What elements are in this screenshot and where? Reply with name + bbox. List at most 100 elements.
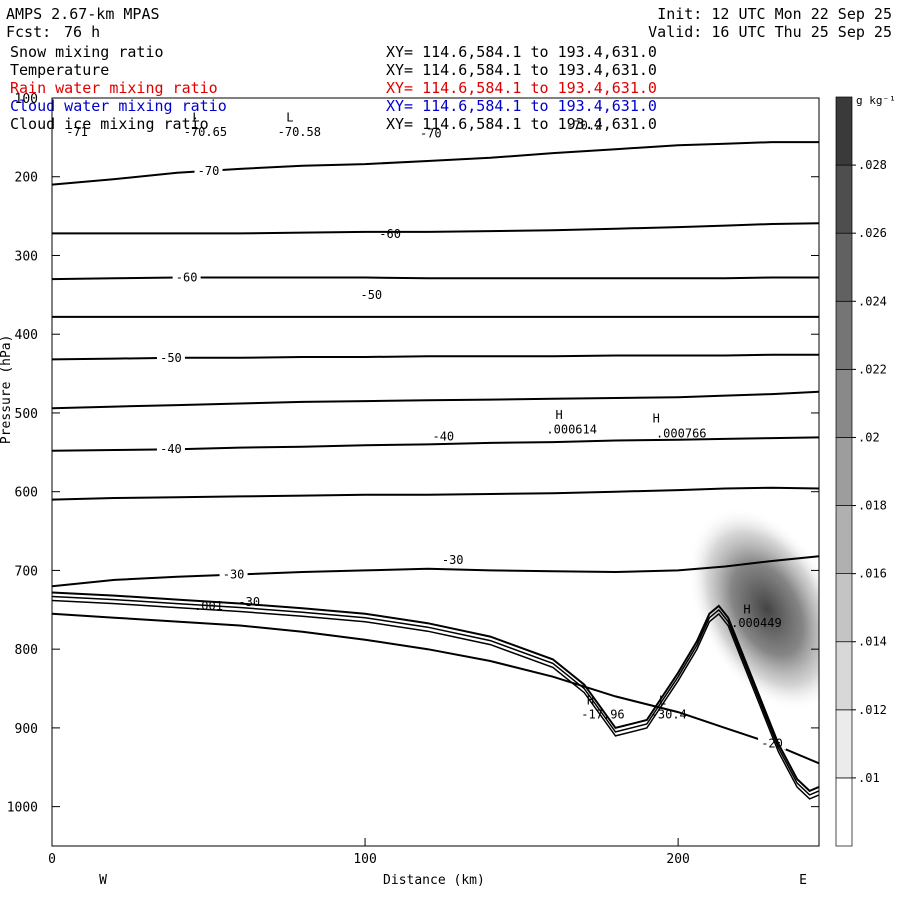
x-axis-title: Distance (km) xyxy=(383,873,485,888)
field-name: Rain water mixing ratio xyxy=(10,79,218,97)
init-time: Init: 12 UTC Mon 22 Sep 25 xyxy=(657,5,892,23)
colorbar-tick-label: .014 xyxy=(858,635,887,649)
y-axis-title: Pressure (hPa) xyxy=(0,335,14,445)
colorbar-segment xyxy=(835,709,853,779)
contour-annotation: -30 xyxy=(238,595,260,609)
colorbar-segment xyxy=(835,232,853,302)
contour-annotation: L xyxy=(286,111,293,125)
contour-annotation: -60 xyxy=(379,227,401,241)
isotherm-label: -50 xyxy=(160,351,182,365)
contour-annotation: -70.65 xyxy=(184,125,227,139)
contour-annotation: -70.58 xyxy=(278,125,321,139)
temperature-isotherm xyxy=(52,222,819,235)
isotherm-label: -40 xyxy=(160,442,182,456)
y-tick-label: 600 xyxy=(15,486,38,501)
x-tick-label: 0 xyxy=(48,852,56,867)
y-tick-label: 500 xyxy=(15,407,38,422)
colorbar-tick-label: .028 xyxy=(858,158,887,172)
contour-annotation: H xyxy=(587,693,594,707)
contour-annotation: H xyxy=(743,603,750,617)
temperature-isotherm xyxy=(52,276,819,281)
colorbar-tick-label: .012 xyxy=(858,703,887,717)
y-tick-label: 100 xyxy=(15,92,38,107)
contour-annotation: H xyxy=(653,411,660,425)
isotherm-label: -30 xyxy=(223,568,245,582)
temperature-isotherm xyxy=(52,436,819,452)
x-tick-label: 100 xyxy=(353,852,376,867)
x-tick-label: 200 xyxy=(666,852,689,867)
terrain-line xyxy=(52,591,819,793)
colorbar-segment xyxy=(835,573,853,643)
contour-annotation: .000614 xyxy=(546,422,597,436)
y-tick-label: 900 xyxy=(15,722,38,737)
y-tick-label: 300 xyxy=(15,249,38,264)
y-tick-label: 800 xyxy=(15,643,38,658)
contour-annotation: -50 xyxy=(360,288,382,302)
field-xy-range: XY= 114.6,584.1 to 193.4,631.0 xyxy=(386,115,657,133)
colorbar-segment xyxy=(835,164,853,234)
temperature-isotherm xyxy=(52,353,819,361)
forecast-hour: 76 h xyxy=(64,23,101,41)
colorbar-segment xyxy=(835,505,853,574)
colorbar-tick-label: .01 xyxy=(858,771,880,785)
temperature-isotherm xyxy=(52,612,819,765)
isotherm-label: -70 xyxy=(198,164,220,178)
field-xy-range: XY= 114.6,584.1 to 193.4,631.0 xyxy=(386,43,657,61)
colorbar-tick-label: .018 xyxy=(858,499,887,513)
contour-annotation: -17.96 xyxy=(581,707,624,721)
y-tick-label: 1000 xyxy=(7,801,38,816)
isotherm-label-bg xyxy=(156,441,185,456)
field-name: Snow mixing ratio xyxy=(10,43,164,61)
temperature-isotherm xyxy=(52,390,819,410)
isotherm-label: -60 xyxy=(176,271,198,285)
colorbar-tick-label: .026 xyxy=(858,226,887,240)
terrain-line xyxy=(52,599,819,800)
field-xy-range: XY= 114.6,584.1 to 193.4,631.0 xyxy=(386,97,657,115)
temperature-isotherm xyxy=(52,555,819,588)
isotherm-label-bg xyxy=(156,349,185,364)
field-name: Cloud water mixing ratio xyxy=(10,97,227,115)
colorbar-segment xyxy=(835,96,853,166)
colorbar-unit: g kg⁻¹ xyxy=(856,94,896,107)
contour-annotation: -30.4 xyxy=(651,707,687,721)
colorbar-segment xyxy=(835,777,853,847)
colorbar-tick-label: .02 xyxy=(858,430,880,444)
contour-annotation: L xyxy=(192,111,199,125)
y-tick-label: 200 xyxy=(15,171,38,186)
contour-annotation: -70 xyxy=(420,126,442,140)
contour-annotation: -71 xyxy=(66,125,88,139)
colorbar-segment xyxy=(835,437,853,506)
colorbar-tick-label: .024 xyxy=(858,294,887,308)
valid-time: Valid: 16 UTC Thu 25 Sep 25 xyxy=(648,23,892,41)
field-name: Cloud ice mixing ratio xyxy=(10,115,209,133)
field-xy-range: XY= 114.6,584.1 to 193.4,631.0 xyxy=(386,79,657,97)
west-label: W xyxy=(99,873,107,888)
isotherm-label-bg xyxy=(172,269,201,284)
plot-frame xyxy=(51,97,820,847)
colorbar-tick-label: .022 xyxy=(858,362,887,376)
colorbar-segment xyxy=(835,641,853,711)
contour-annotation: -70.2 xyxy=(566,118,602,132)
contour-annotation: .000766 xyxy=(656,426,707,440)
field-xy-range: XY= 114.6,584.1 to 193.4,631.0 xyxy=(386,61,657,79)
colorbar-tick-label: .016 xyxy=(858,567,887,581)
field-name: Temperature xyxy=(10,61,110,79)
contour-annotation: -40 xyxy=(432,430,454,444)
contour-annotation: .001 xyxy=(194,599,223,613)
contour-annotation: H xyxy=(556,408,563,422)
contour-annotation: .000449 xyxy=(731,616,782,630)
temperature-isotherm xyxy=(52,486,819,501)
model-title: AMPS 2.67-km MPAS xyxy=(6,5,160,23)
contour-annotation: -30 xyxy=(442,553,464,567)
isotherm-label-bg xyxy=(219,566,248,581)
forecast-label: Fcst: xyxy=(6,23,52,41)
contour-annotation: L xyxy=(659,693,666,707)
isotherm-label-bg xyxy=(194,162,223,177)
terrain-line xyxy=(52,595,819,796)
east-label: E xyxy=(799,873,807,888)
y-tick-label: 700 xyxy=(15,564,38,579)
colorbar-segment xyxy=(835,369,853,438)
y-tick-label: 400 xyxy=(15,328,38,343)
colorbar-segment xyxy=(835,300,853,370)
